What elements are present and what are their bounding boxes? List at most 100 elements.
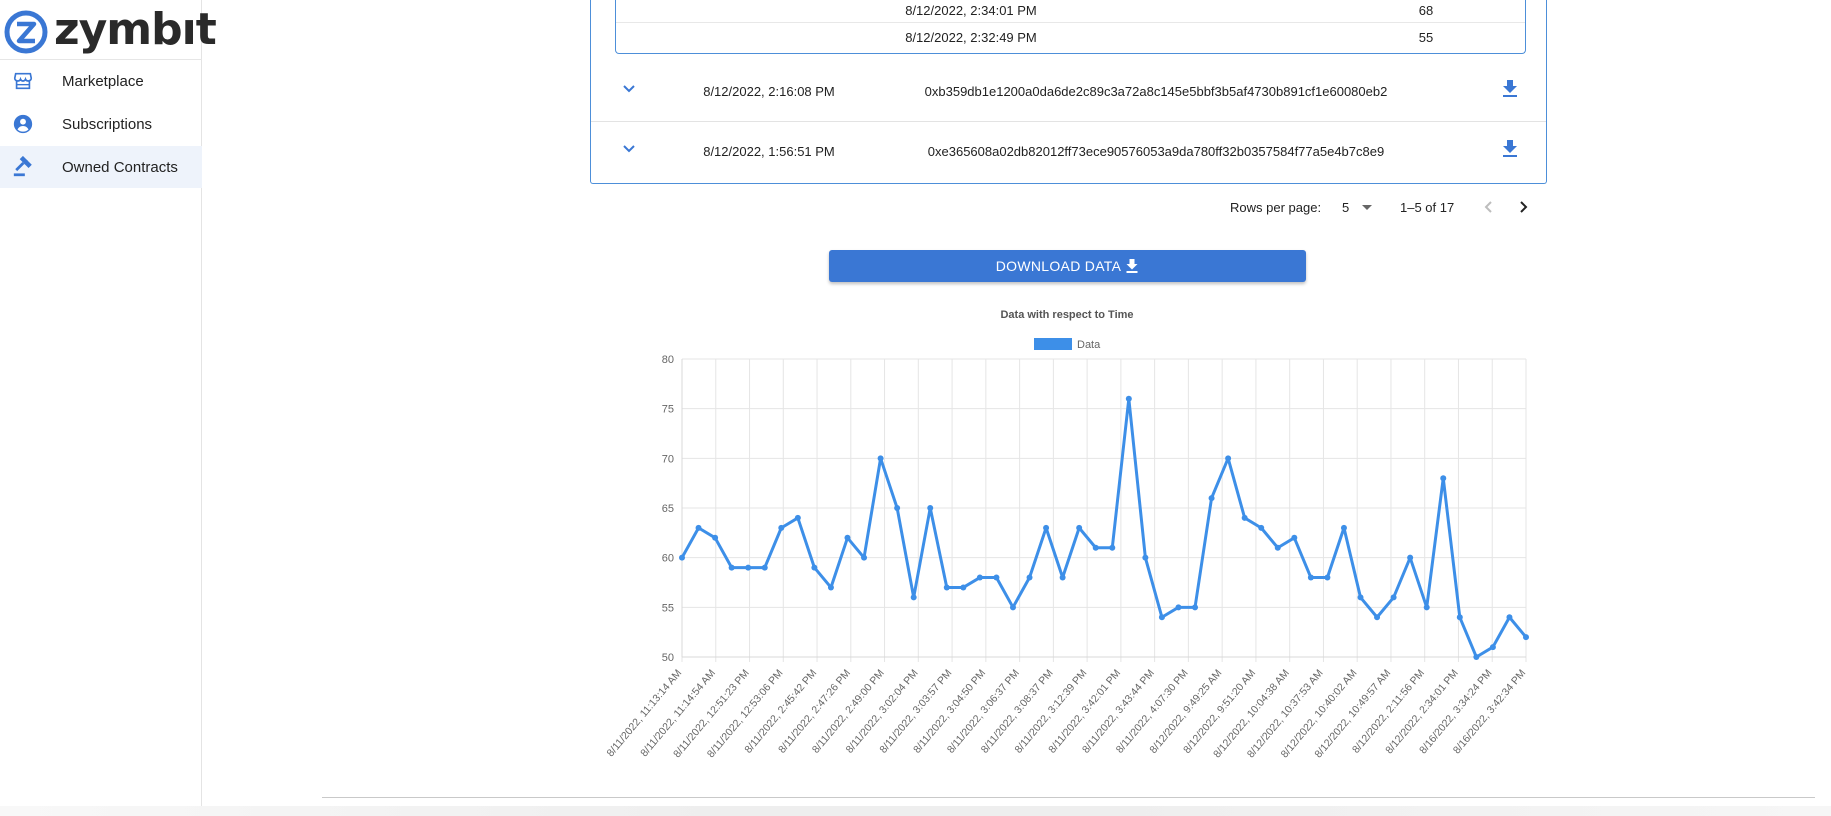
- data-point[interactable]: [960, 584, 967, 591]
- brand-name: zymbıt: [54, 4, 217, 55]
- sidebar-item-owned-contracts[interactable]: Owned Contracts: [0, 146, 202, 188]
- data-point[interactable]: [1440, 475, 1447, 482]
- data-point[interactable]: [910, 594, 917, 601]
- data-point[interactable]: [1291, 534, 1298, 541]
- sidebar-divider: [0, 59, 202, 60]
- y-tick-label: 70: [662, 453, 674, 465]
- data-point[interactable]: [1158, 614, 1165, 621]
- download-icon[interactable]: [1501, 78, 1519, 98]
- table-row: 8/12/2022, 2:16:08 PM 0xb359db1e1200a0da…: [591, 62, 1546, 122]
- data-line-chart: Data with respect to Time Data 50 55 60 65 7…: [604, 309, 1529, 760]
- data-point[interactable]: [1192, 604, 1199, 611]
- data-point[interactable]: [993, 574, 1000, 581]
- data-point[interactable]: [827, 584, 834, 591]
- data-point[interactable]: [1456, 614, 1463, 621]
- data-point[interactable]: [1026, 574, 1033, 581]
- series-data: [679, 395, 1529, 660]
- data-point[interactable]: [1374, 614, 1381, 621]
- data-point[interactable]: [1506, 614, 1513, 621]
- data-point[interactable]: [1225, 455, 1232, 462]
- table-row: 8/12/2022, 1:56:51 PM 0xe365608a02db8201…: [591, 122, 1546, 182]
- account-circle-icon: [13, 114, 33, 134]
- legend-label: Data: [1077, 339, 1101, 351]
- download-icon[interactable]: [1501, 138, 1519, 158]
- data-point[interactable]: [1489, 644, 1496, 651]
- data-point[interactable]: [1208, 495, 1215, 502]
- data-point[interactable]: [1142, 554, 1149, 561]
- y-tick-label: 80: [662, 354, 674, 366]
- data-point[interactable]: [1340, 524, 1347, 531]
- caret-down-icon: [1362, 205, 1372, 210]
- data-point[interactable]: [1324, 574, 1331, 581]
- chart-title: Data with respect to Time: [1000, 309, 1133, 321]
- data-point[interactable]: [1092, 544, 1099, 551]
- sidebar-item-marketplace[interactable]: Marketplace: [0, 60, 202, 102]
- y-tick-label: 75: [662, 404, 674, 416]
- data-point[interactable]: [976, 574, 983, 581]
- data-point[interactable]: [1390, 594, 1397, 601]
- data-point[interactable]: [679, 554, 685, 561]
- data-point[interactable]: [778, 524, 785, 531]
- y-tick-label: 55: [662, 602, 674, 614]
- chart-grid: [681, 358, 1527, 662]
- row-timestamp: 8/12/2022, 2:34:01 PM: [905, 3, 1037, 18]
- rows-per-page-select[interactable]: 5: [1342, 196, 1378, 218]
- rows-per-page-value: 5: [1342, 200, 1350, 215]
- row-contract-hash: 0xe365608a02db82012ff73ece90576053a9da78…: [927, 144, 1385, 159]
- data-point[interactable]: [1241, 514, 1248, 521]
- data-point[interactable]: [728, 564, 735, 571]
- data-point[interactable]: [695, 524, 702, 531]
- owned-contracts-table: 8/12/2022, 2:34:01 PM 68 8/12/2022, 2:32…: [590, 0, 1547, 184]
- data-point[interactable]: [1473, 654, 1480, 660]
- data-point[interactable]: [1274, 544, 1281, 551]
- data-point[interactable]: [861, 554, 868, 561]
- data-point[interactable]: [745, 564, 752, 571]
- table-row: 8/12/2022, 2:34:01 PM 68: [616, 0, 1525, 23]
- chevron-down-icon[interactable]: [621, 140, 637, 156]
- gavel-icon: [13, 156, 32, 177]
- expanded-data-table: 8/12/2022, 2:34:01 PM 68 8/12/2022, 2:32…: [615, 0, 1526, 54]
- data-point[interactable]: [794, 514, 801, 521]
- brand-logo[interactable]: zymbıt: [4, 4, 217, 58]
- chevron-left-icon[interactable]: [1480, 198, 1498, 216]
- row-value: 55: [1418, 30, 1434, 45]
- data-point[interactable]: [761, 564, 768, 571]
- y-tick-label: 65: [662, 503, 674, 515]
- y-tick-label: 60: [662, 553, 674, 565]
- data-point[interactable]: [1009, 604, 1016, 611]
- data-point[interactable]: [712, 534, 719, 541]
- data-point[interactable]: [1125, 395, 1132, 402]
- zymbit-logo-icon: [4, 10, 48, 54]
- data-point[interactable]: [1258, 524, 1265, 531]
- sidebar-item-subscriptions[interactable]: Subscriptions: [0, 103, 202, 145]
- data-point[interactable]: [1109, 544, 1116, 551]
- series-line-data: [680, 397, 1528, 659]
- data-point[interactable]: [1423, 604, 1430, 611]
- chevron-right-icon[interactable]: [1514, 198, 1532, 216]
- data-point[interactable]: [1175, 604, 1182, 611]
- data-point[interactable]: [1076, 524, 1083, 531]
- data-point[interactable]: [1523, 634, 1529, 641]
- data-point[interactable]: [927, 505, 934, 511]
- page-footer-shadow: [0, 806, 1831, 816]
- data-point[interactable]: [1407, 554, 1414, 561]
- data-point[interactable]: [1357, 594, 1364, 601]
- sidebar-item-label: Subscriptions: [62, 115, 153, 133]
- main-panel: [322, 0, 1815, 798]
- data-point[interactable]: [943, 584, 950, 591]
- data-point[interactable]: [1043, 524, 1050, 531]
- y-tick-label: 50: [662, 652, 674, 664]
- chevron-down-icon[interactable]: [621, 80, 637, 96]
- sidebar-item-label: Marketplace: [62, 72, 144, 90]
- table-row: 8/12/2022, 2:32:49 PM 55: [616, 23, 1525, 50]
- download-data-button[interactable]: DOWNLOAD DATA: [829, 250, 1306, 282]
- data-point[interactable]: [1059, 574, 1066, 581]
- data-point[interactable]: [877, 455, 884, 462]
- x-axis: 8/11/2022, 11:13:14 AM8/11/2022, 11:14:5…: [604, 667, 1528, 760]
- pagination-range: 1–5 of 17: [1400, 200, 1455, 215]
- data-point[interactable]: [894, 505, 901, 511]
- data-point[interactable]: [811, 564, 818, 571]
- data-point[interactable]: [1307, 574, 1314, 581]
- data-point[interactable]: [844, 534, 851, 541]
- table-pagination: Rows per page: 5 1–5 of 17: [1220, 196, 1540, 220]
